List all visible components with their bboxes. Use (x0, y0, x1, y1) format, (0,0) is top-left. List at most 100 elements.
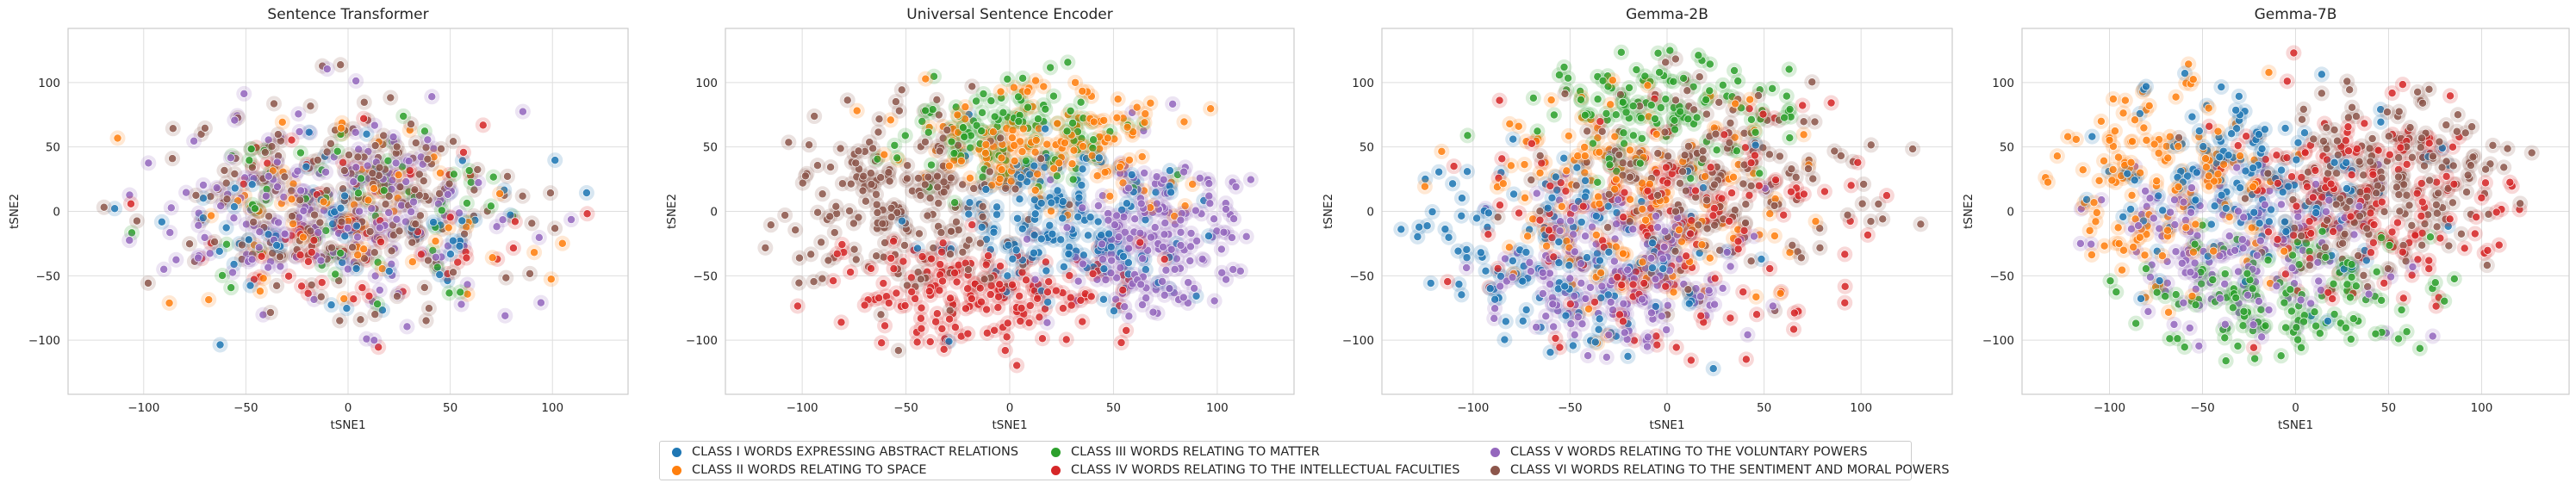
point-class-3 (1746, 115, 1756, 124)
point-class-6 (878, 219, 887, 228)
point-class-1 (304, 127, 314, 137)
point-class-5 (1577, 278, 1586, 288)
point-class-2 (1619, 249, 1627, 258)
point-class-5 (370, 121, 379, 130)
point-class-4 (832, 249, 842, 258)
point-class-4 (1853, 158, 1863, 167)
point-class-6 (310, 210, 319, 220)
point-class-5 (320, 206, 328, 215)
point-class-5 (1161, 265, 1171, 275)
point-class-5 (1581, 232, 1590, 241)
point-class-2 (394, 170, 403, 180)
point-class-2 (886, 115, 895, 125)
point-class-6 (518, 191, 527, 201)
point-class-4 (1882, 191, 1891, 201)
point-class-2 (1055, 158, 1064, 168)
point-class-6 (473, 165, 482, 174)
point-class-6 (1799, 117, 1808, 127)
point-class-5 (1229, 265, 1238, 274)
point-class-5 (1073, 276, 1083, 286)
point-class-4 (1076, 295, 1086, 305)
point-class-3 (978, 108, 987, 117)
point-class-4 (1078, 317, 1087, 326)
point-class-5 (1179, 167, 1189, 176)
point-class-5 (1152, 199, 1161, 208)
point-class-5 (1222, 275, 1231, 284)
point-class-5 (1150, 223, 1160, 232)
point-class-6 (958, 247, 968, 257)
point-class-4 (1826, 98, 1836, 108)
point-class-4 (1706, 163, 1715, 172)
point-class-6 (1804, 164, 1813, 173)
point-class-1 (1457, 211, 1466, 220)
point-class-2 (1018, 124, 1028, 133)
point-class-5 (212, 183, 221, 193)
point-class-3 (1559, 63, 1569, 71)
point-class-6 (1683, 86, 1692, 96)
point-class-4 (1727, 189, 1736, 198)
point-class-5 (1192, 236, 1202, 245)
point-class-1 (1078, 164, 1087, 174)
point-class-6 (818, 189, 827, 199)
point-class-2 (921, 74, 930, 84)
point-class-6 (210, 237, 220, 246)
point-class-5 (182, 188, 191, 197)
point-class-4 (990, 325, 999, 335)
point-class-6 (411, 139, 420, 147)
point-class-2 (1146, 98, 1155, 108)
point-class-6 (1714, 97, 1724, 107)
point-class-4 (1051, 286, 1061, 295)
point-class-5 (1659, 243, 1669, 251)
point-class-6 (527, 219, 537, 228)
point-class-5 (1136, 280, 1146, 289)
point-class-6 (1741, 200, 1751, 209)
point-class-6 (975, 238, 985, 248)
point-class-1 (1572, 163, 1582, 172)
point-class-2 (1017, 147, 1027, 157)
point-class-1 (435, 270, 445, 279)
point-class-6 (963, 265, 973, 275)
point-class-1 (1104, 229, 1113, 238)
point-class-2 (165, 299, 174, 307)
point-class-2 (1123, 122, 1132, 132)
y-tick-label: −50 (36, 269, 61, 283)
point-class-5 (402, 322, 412, 331)
point-class-1 (1457, 290, 1466, 300)
point-class-2 (337, 123, 345, 133)
point-class-3 (900, 131, 910, 140)
point-class-2 (988, 127, 998, 137)
point-class-3 (1528, 93, 1538, 102)
point-class-6 (1874, 200, 1883, 208)
point-class-6 (818, 274, 827, 283)
point-class-3 (930, 71, 939, 81)
point-class-6 (266, 308, 275, 317)
point-class-4 (1671, 343, 1681, 352)
point-class-1 (352, 264, 361, 273)
point-class-4 (937, 247, 947, 257)
point-class-4 (303, 257, 313, 266)
point-class-1 (340, 232, 350, 241)
point-class-5 (367, 204, 376, 214)
scatter-points (1393, 42, 1929, 377)
point-class-6 (264, 212, 273, 221)
point-class-2 (488, 253, 497, 263)
point-class-6 (220, 166, 229, 176)
point-class-6 (1815, 243, 1825, 252)
point-class-6 (851, 158, 861, 168)
point-class-5 (200, 232, 209, 242)
point-class-6 (414, 190, 424, 200)
x-tick-label: −100 (1457, 401, 1489, 415)
point-class-4 (995, 280, 1005, 289)
point-class-4 (1061, 335, 1071, 344)
point-class-6 (1683, 285, 1693, 294)
point-class-6 (423, 256, 432, 265)
point-class-1 (1501, 317, 1510, 326)
point-class-5 (1023, 234, 1032, 244)
point-class-3 (1730, 66, 1739, 75)
point-class-5 (1138, 300, 1147, 310)
chart-title: Sentence Transformer (267, 6, 428, 23)
point-class-5 (351, 127, 360, 137)
point-class-5 (384, 208, 394, 217)
point-class-4 (994, 292, 1004, 301)
point-class-5 (1205, 199, 1215, 208)
